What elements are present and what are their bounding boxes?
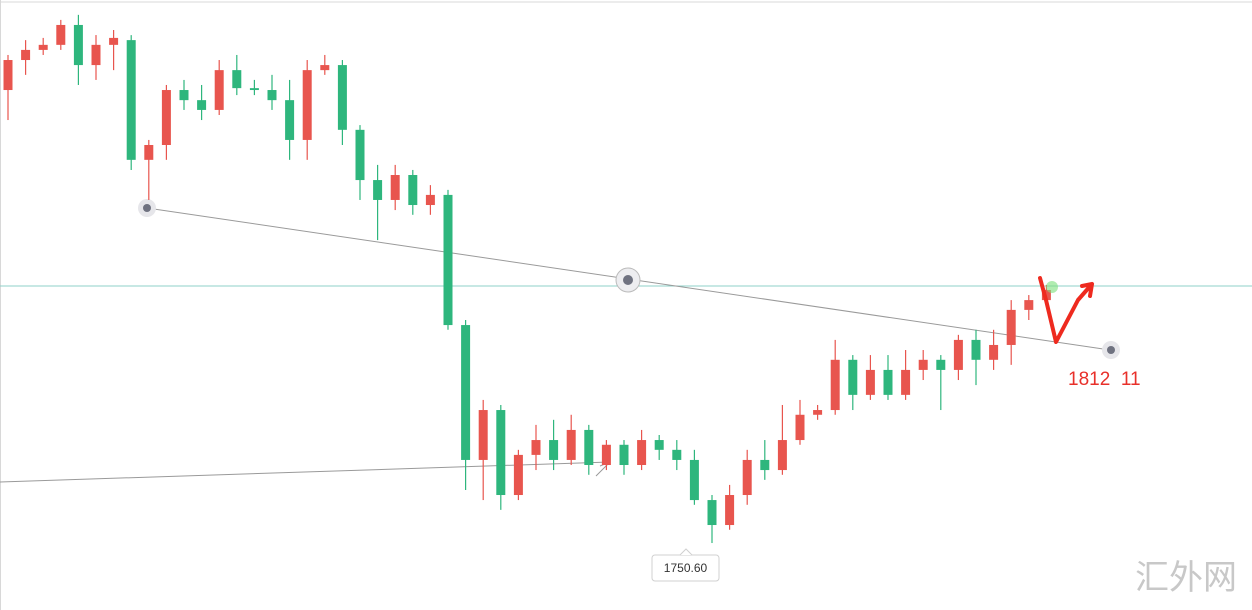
hand-drawn-mark [1038,276,1094,344]
candle-body [38,44,48,50]
candle-body [584,429,594,466]
candle-body [672,449,682,460]
handle [623,275,633,285]
watermark: 汇外网 [1135,558,1237,598]
candle-body [549,440,559,460]
candle-body [3,60,13,91]
candle-body [654,440,664,450]
candle-body [566,429,576,460]
label-pointer [679,548,693,556]
candle-body [91,44,101,66]
candle-body [249,88,259,91]
candle-body [865,369,875,395]
candle-body [214,70,224,110]
candle-body [971,339,981,360]
candle-body [320,65,330,71]
trend-line [0,461,611,483]
candle-body [830,359,840,411]
candle-body [179,90,189,101]
candle-body [1006,309,1016,345]
candle-body [109,37,119,45]
candle-body [126,40,136,160]
candle-body [197,100,207,110]
candle-body [883,369,893,395]
candle-body [777,440,787,471]
candle-body [513,454,523,496]
candle-body [953,339,963,370]
candle-body [760,459,770,471]
handle [1107,346,1115,354]
candle-body [813,410,823,415]
candle-body [302,70,312,140]
candle-body [989,344,999,360]
candle-body [795,414,805,441]
candle-body [390,175,400,200]
candle-body [1024,300,1034,310]
candle-body [707,500,717,526]
candle-body [478,410,488,460]
candle-body [144,144,154,160]
candle-body [161,90,171,145]
candle-body [425,194,435,206]
candle-body [848,359,858,395]
handle [143,204,151,212]
candle-body [267,90,277,101]
candle-body [918,359,928,370]
candle-body [637,440,647,466]
candle-body [443,194,453,326]
candle-body [936,359,946,370]
candle-body [601,444,611,466]
annotation: 1812 11 [1068,369,1141,390]
candle-body [21,49,31,61]
candle-body [619,444,629,466]
candle-body [56,24,66,45]
candle-body [531,440,541,455]
low-label: 1750.60 [664,561,708,575]
candle-body [408,175,418,206]
candle-body [742,459,752,496]
candle-body [285,100,295,140]
candles [3,14,1051,544]
candle-body [337,65,347,130]
candle-body [901,369,911,395]
cursor-glow [1046,281,1058,293]
candle-body [73,24,83,66]
candle-body [355,129,365,181]
candle-body [232,70,242,89]
candle-body [689,459,699,501]
candle-body [725,495,735,526]
candle-body [373,180,383,200]
candle-body [461,325,471,460]
candle-body [496,410,506,496]
